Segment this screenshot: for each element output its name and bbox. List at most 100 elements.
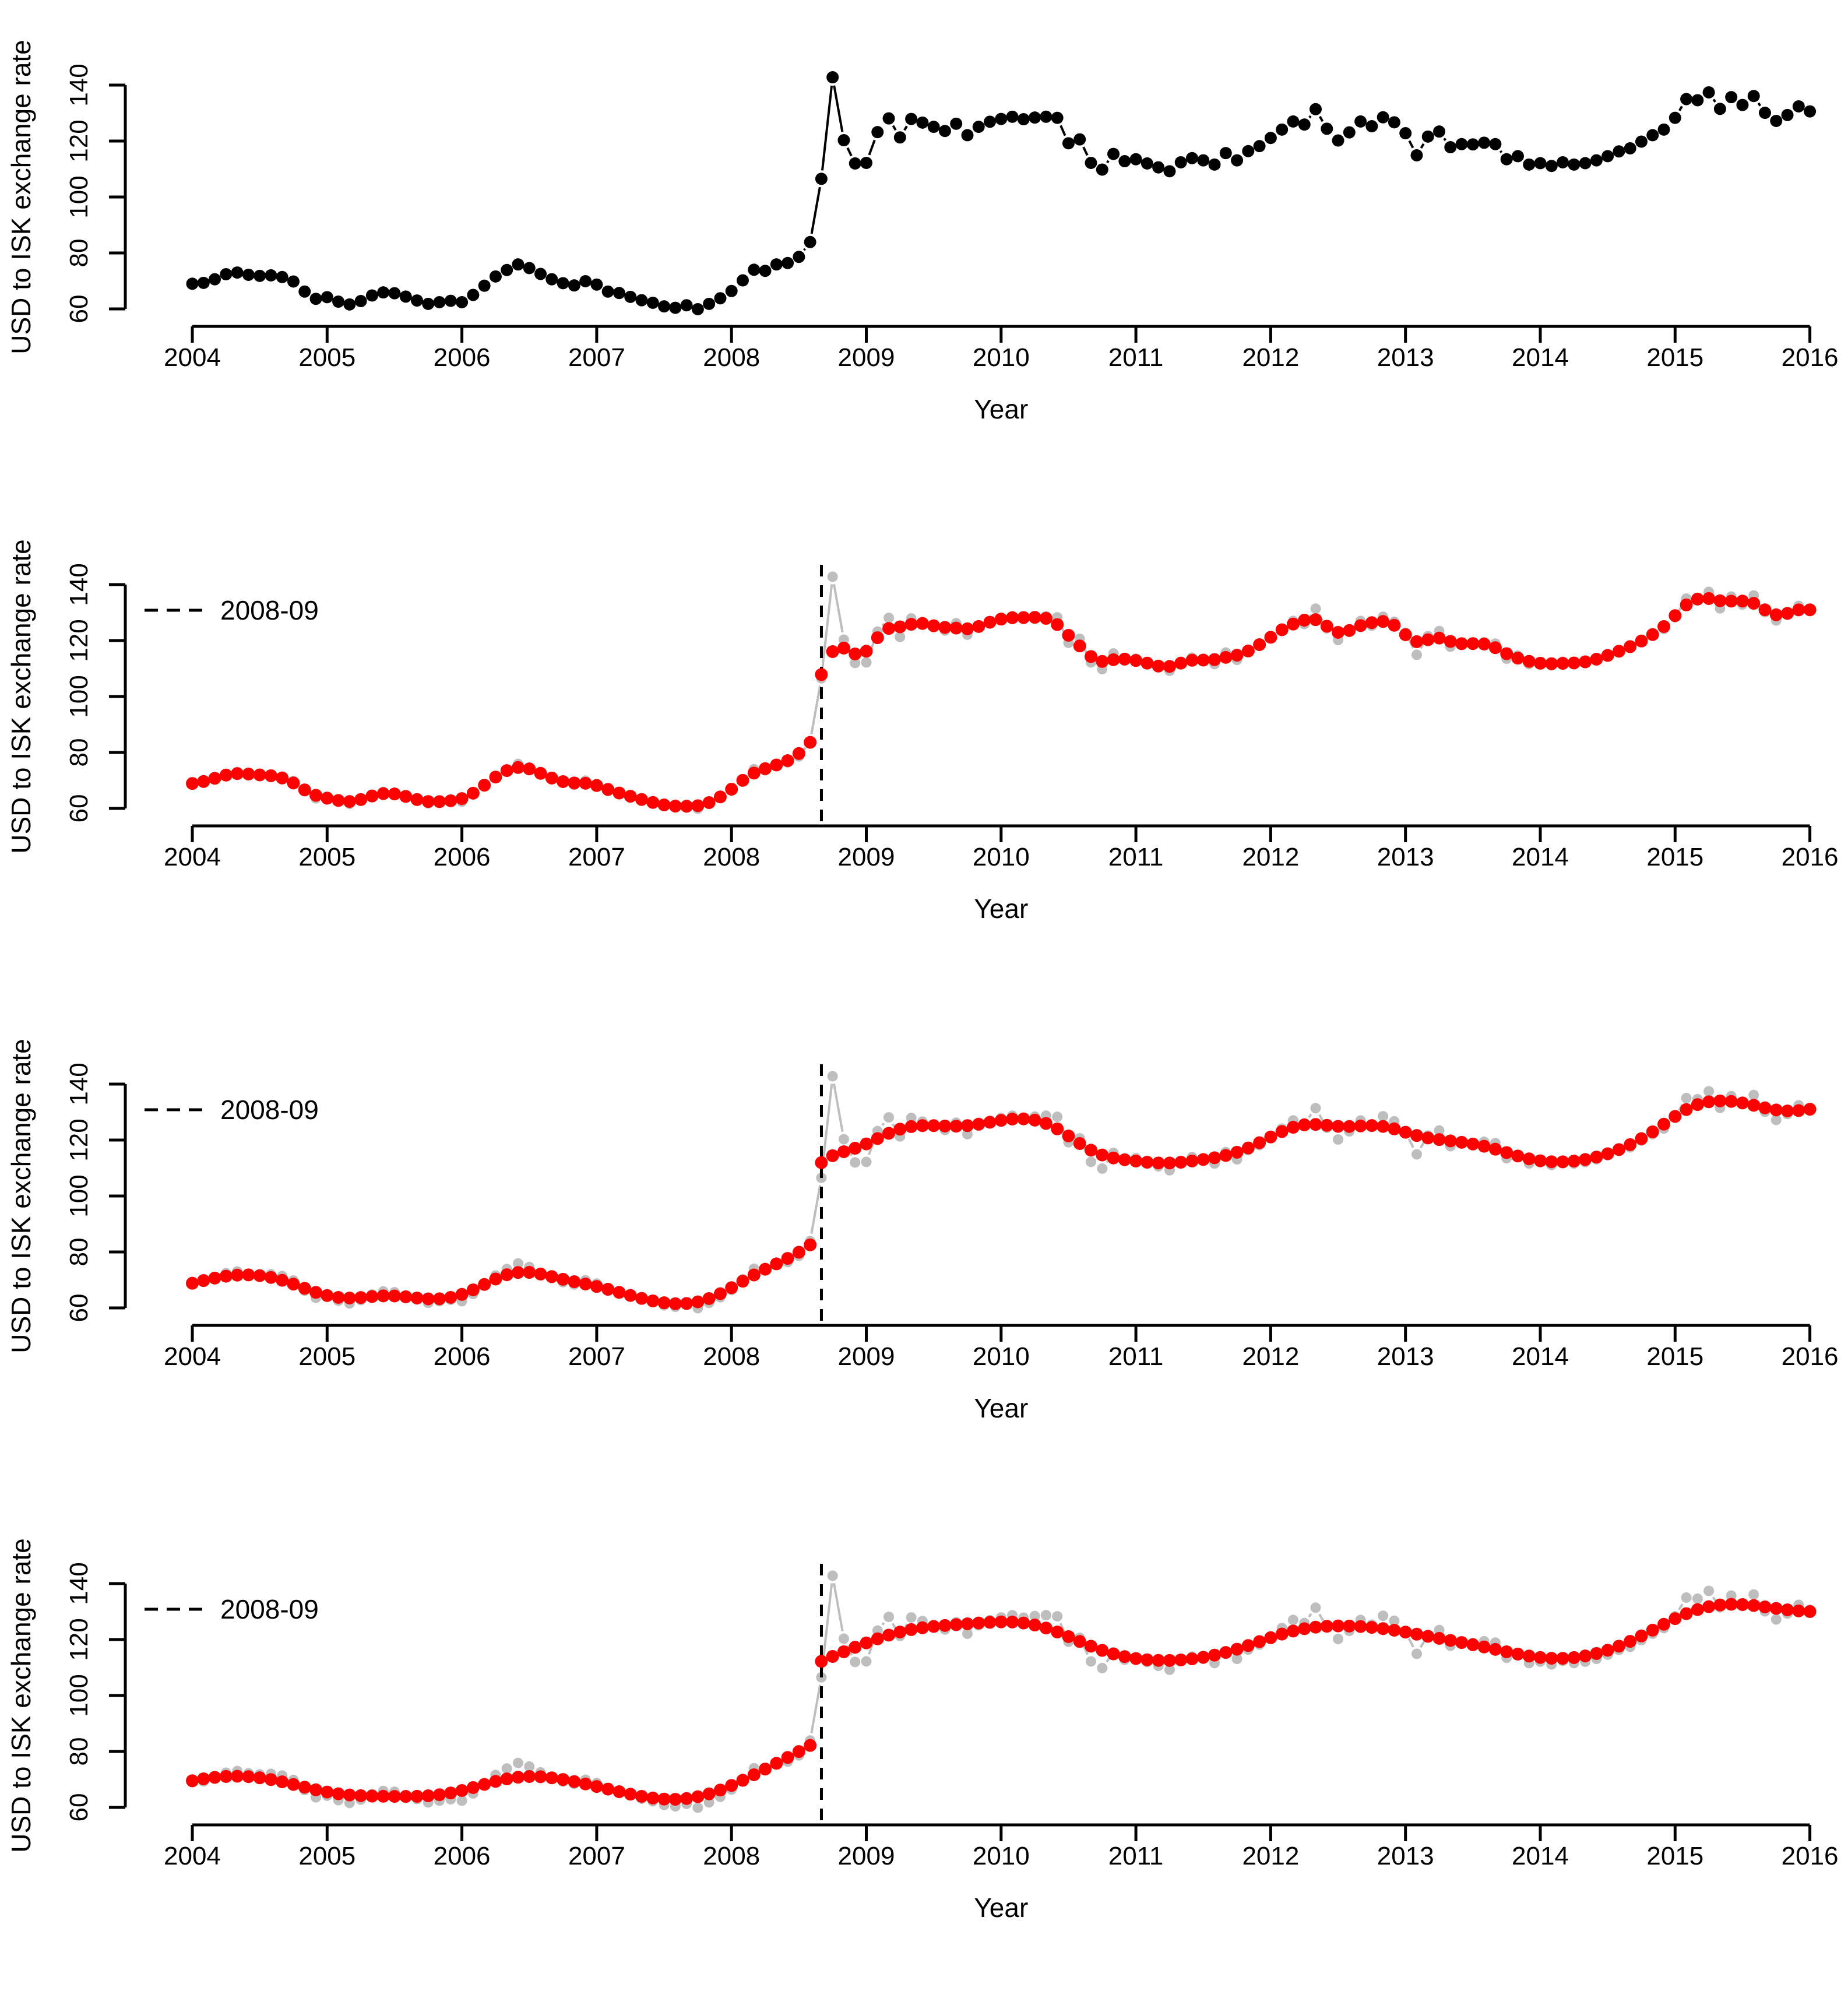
x-tick-label: 2012 bbox=[1242, 1842, 1299, 1870]
smoothed-point bbox=[1432, 1133, 1446, 1146]
smoothed-point bbox=[837, 641, 850, 655]
smoothed-point bbox=[1455, 1135, 1469, 1149]
smoothed-point bbox=[1253, 1635, 1266, 1648]
smoothed-point bbox=[186, 777, 199, 790]
smoothed-point bbox=[1073, 639, 1086, 653]
smoothed-point bbox=[1522, 1152, 1536, 1166]
smoothed-point bbox=[927, 1119, 941, 1132]
smoothed-point bbox=[466, 1283, 480, 1297]
data-point bbox=[399, 290, 412, 303]
data-point bbox=[332, 296, 345, 308]
x-tick-label: 2012 bbox=[1242, 343, 1299, 372]
data-point bbox=[962, 1128, 973, 1139]
smoothed-point bbox=[511, 761, 525, 774]
smoothed-point bbox=[1736, 595, 1749, 608]
data-point bbox=[893, 131, 906, 144]
series-segment bbox=[892, 125, 897, 131]
series-segment bbox=[1499, 150, 1503, 153]
smoothed-point bbox=[1051, 1626, 1064, 1639]
smoothed-point bbox=[736, 1275, 749, 1288]
smoothed-point bbox=[568, 776, 581, 790]
smoothed-point bbox=[1085, 1640, 1097, 1653]
data-point bbox=[1343, 126, 1356, 139]
smoothed-point bbox=[455, 1288, 469, 1301]
smoothed-point bbox=[837, 1645, 850, 1658]
smoothed-point bbox=[1399, 628, 1412, 641]
smoothed-point bbox=[242, 1268, 255, 1282]
data-point bbox=[321, 291, 333, 304]
data-point bbox=[1097, 1163, 1108, 1174]
smoothed-point bbox=[725, 1779, 738, 1792]
y-tick-label: 100 bbox=[65, 675, 93, 717]
data-point bbox=[287, 275, 300, 288]
smoothed-point bbox=[759, 1262, 772, 1276]
smoothed-point bbox=[1769, 608, 1783, 621]
smoothed-point bbox=[466, 1781, 480, 1794]
smoothed-point bbox=[590, 779, 603, 792]
smoothed-point bbox=[893, 1123, 907, 1136]
smoothed-point bbox=[1702, 1095, 1716, 1109]
data-point bbox=[1085, 156, 1097, 169]
smoothed-point bbox=[893, 620, 907, 634]
smoothed-point bbox=[1320, 1620, 1333, 1633]
smoothed-point bbox=[197, 775, 210, 788]
smoothed-point bbox=[1017, 611, 1030, 624]
smoothed-point bbox=[1769, 1602, 1783, 1615]
smoothed-point bbox=[354, 1789, 368, 1802]
smoothed-point bbox=[1500, 1645, 1513, 1659]
smoothed-point bbox=[770, 1757, 783, 1770]
smoothed-point bbox=[276, 1775, 289, 1789]
data-point bbox=[962, 1628, 973, 1639]
y-tick-label: 100 bbox=[65, 175, 93, 218]
x-tick-label: 2009 bbox=[838, 843, 895, 871]
smoothed-point bbox=[938, 1119, 952, 1132]
smoothed-point bbox=[725, 783, 738, 796]
data-point bbox=[1759, 107, 1771, 119]
data-point bbox=[1231, 154, 1244, 167]
data-point bbox=[624, 290, 637, 303]
data-point bbox=[972, 121, 985, 133]
smoothed-point bbox=[1545, 1155, 1558, 1169]
data-point bbox=[883, 613, 895, 624]
smoothed-point bbox=[1253, 638, 1266, 652]
smoothed-point bbox=[613, 1785, 626, 1799]
data-point bbox=[433, 296, 446, 308]
smoothed-point bbox=[466, 786, 480, 800]
smoothed-point bbox=[1152, 1654, 1165, 1667]
smoothed-point bbox=[1039, 611, 1053, 625]
smoothed-point bbox=[1691, 1098, 1704, 1111]
smoothed-point bbox=[1298, 614, 1311, 627]
series-segment bbox=[832, 1583, 844, 1632]
y-tick-label: 60 bbox=[65, 1793, 93, 1822]
data-point bbox=[1557, 156, 1569, 168]
data-point bbox=[1185, 152, 1198, 164]
data-point bbox=[1433, 125, 1446, 138]
smoothed-point bbox=[613, 1286, 626, 1299]
smoothed-point bbox=[1691, 592, 1704, 606]
smoothed-point bbox=[1488, 1142, 1502, 1156]
data-point bbox=[1545, 160, 1558, 173]
smoothed-point bbox=[1185, 653, 1199, 667]
axes: 60 80 100 120 140 2004 2005 2006 2007 2008 2009 201… bbox=[6, 40, 1839, 424]
series-segment bbox=[903, 125, 908, 131]
smoothed-point bbox=[1377, 1120, 1390, 1133]
x-tick-label: 2009 bbox=[838, 343, 895, 372]
data-point bbox=[793, 251, 805, 263]
smoothed-point bbox=[444, 1786, 457, 1800]
smoothed-point bbox=[983, 615, 997, 629]
smoothed-point bbox=[1511, 1647, 1525, 1661]
series-segment bbox=[1082, 146, 1089, 156]
smoothed-point bbox=[680, 1792, 694, 1805]
data-point bbox=[1635, 135, 1648, 148]
data-point bbox=[1310, 1602, 1321, 1613]
smoothed-point bbox=[354, 1291, 368, 1304]
data-point bbox=[1421, 130, 1434, 143]
panel-light-smoothing-chart: 60 80 100 120 140 2004 2005 2006 2007 2008 2009 201… bbox=[6, 539, 1839, 924]
smoothed-point bbox=[1612, 645, 1625, 658]
smoothed-point bbox=[646, 1791, 660, 1804]
data-point bbox=[1748, 1589, 1759, 1600]
smoothed-point bbox=[1792, 1104, 1805, 1117]
smoothed-point bbox=[399, 1790, 413, 1803]
smoothed-point bbox=[1747, 1099, 1761, 1112]
data-point bbox=[1511, 150, 1524, 163]
